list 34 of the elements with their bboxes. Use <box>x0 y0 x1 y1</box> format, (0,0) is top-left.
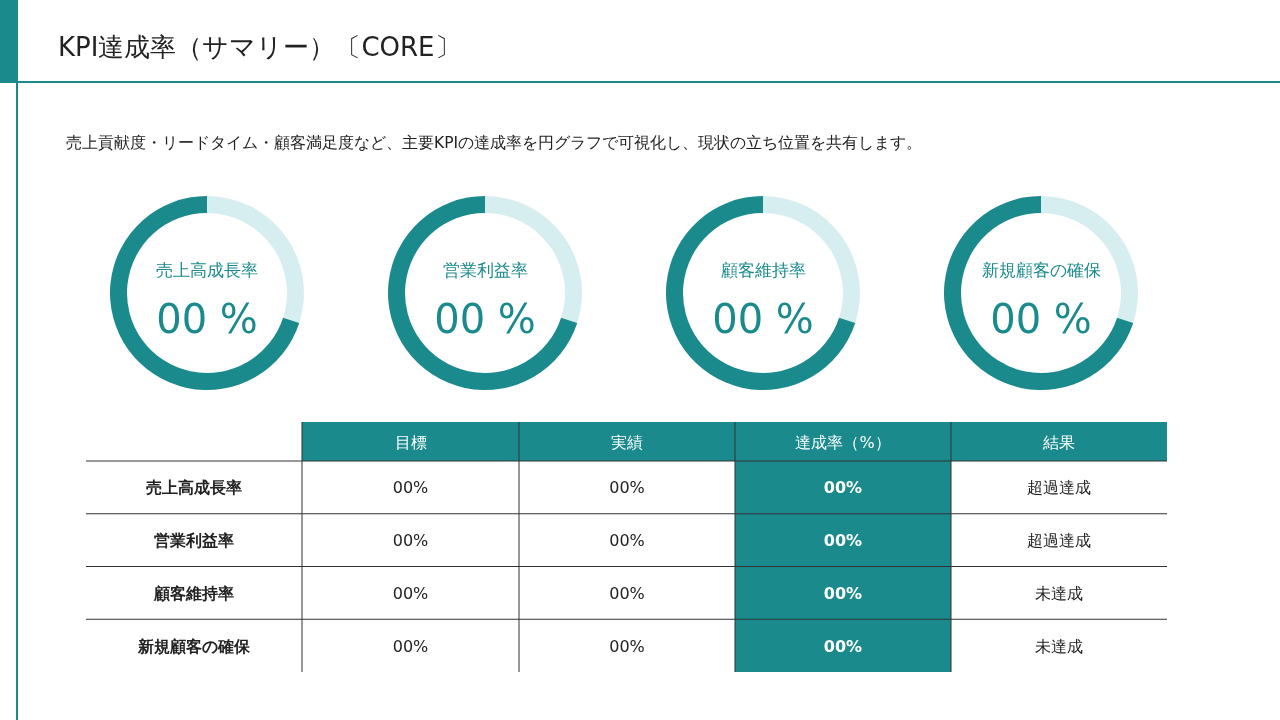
text: 00% <box>823 531 863 551</box>
text: 売上高成長率 <box>156 261 258 280</box>
category-label: 売上高成長率 <box>146 478 242 498</box>
text: 超過達成 <box>1027 531 1091 551</box>
text: 00% <box>392 531 429 551</box>
category-label: 目標 <box>394 433 427 452</box>
text: 00% <box>823 478 863 498</box>
text: 00 % <box>156 296 258 342</box>
text: 顧客維持率 <box>720 261 806 280</box>
text: 売上貢献度・リードタイム・顧客満足度など、主要KPIの達成率を円グラフで可視化し、現状の立ち位置を共有します。 <box>66 134 923 152</box>
text: 00% <box>392 478 429 498</box>
text: 00 % <box>434 296 536 342</box>
text: 超過達成 <box>1027 478 1091 498</box>
text: 00% <box>609 583 645 603</box>
category-label: 結果 <box>1042 433 1075 452</box>
category-label: 営業利益率 <box>154 531 234 551</box>
text: 00 % <box>990 296 1092 342</box>
category-label: 達成率（%） <box>795 433 891 452</box>
category-label: 実績 <box>611 433 643 452</box>
text: 00% <box>392 636 429 656</box>
category-label: 新規顧客の確保 <box>138 636 250 656</box>
text: 営業利益率 <box>442 261 528 280</box>
text: KPI達成率（サマリー）〔CORE〕 <box>58 32 461 62</box>
text: 00 % <box>712 296 814 342</box>
text: 00% <box>823 636 863 656</box>
text: 00% <box>392 583 429 603</box>
text: 00% <box>609 531 645 551</box>
text: 未達成 <box>1035 583 1083 603</box>
text: 00% <box>609 636 645 656</box>
text: 未達成 <box>1035 636 1083 656</box>
text: 00% <box>609 478 645 498</box>
text: 新規顧客の確保 <box>981 261 1101 280</box>
text: 00% <box>823 583 863 603</box>
category-label: 顧客維持率 <box>154 583 234 603</box>
